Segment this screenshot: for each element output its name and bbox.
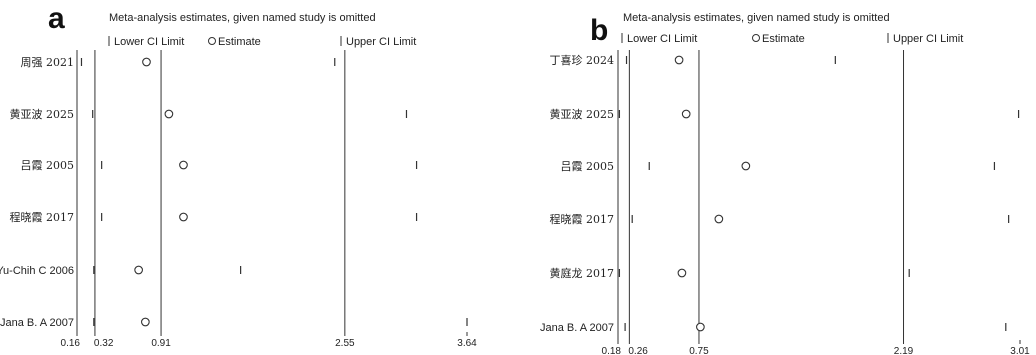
panel-letter: a <box>48 2 65 35</box>
study-row: Jana B. A 2007 <box>0 317 468 329</box>
estimate-marker <box>714 214 724 224</box>
x-tick-label: 3.01 <box>1010 346 1030 355</box>
legend-estimate-marker <box>208 37 216 45</box>
study-row: 吕霞 2005 <box>21 159 418 172</box>
study-label: 黄庭龙 2017 <box>550 266 615 280</box>
estimate-marker <box>179 160 188 170</box>
study-label: 黄亚波 2025 <box>10 107 75 121</box>
panel-b: b Meta-analysis estimates, given named st… <box>540 12 1030 355</box>
x-tick-label: 0.18 <box>602 346 622 355</box>
x-tick-label: 3.64 <box>457 338 477 349</box>
legend-estimate-label: Estimate <box>762 33 805 45</box>
estimate-marker <box>681 109 691 119</box>
chart-title: Meta-analysis estimates, given named stu… <box>109 12 376 24</box>
study-label: 周强 2021 <box>21 56 75 69</box>
legend-estimate-marker <box>752 34 760 42</box>
estimate-marker <box>741 161 751 171</box>
study-label: 程晓霞 2017 <box>550 213 615 226</box>
panel-a: a Meta-analysis estimates, given named st… <box>0 2 477 349</box>
estimate-marker <box>696 322 705 332</box>
study-label: 丁喜珍 2024 <box>550 54 615 67</box>
study-row: 周强 2021 <box>21 56 336 69</box>
study-row: 程晓霞 2017 <box>550 213 1010 226</box>
study-label: 吕霞 2005 <box>561 160 615 173</box>
study-label: Jana B. A 2007 <box>0 317 74 329</box>
study-row: 黄亚波 2025 <box>550 107 1020 121</box>
study-row: Yu-Chih C 2006 <box>0 265 242 277</box>
study-row: 黄亚波 2025 <box>10 107 408 121</box>
x-tick-label: 2.19 <box>894 346 914 355</box>
legend-lower-label: Lower CI Limit <box>114 36 184 48</box>
x-tick-label: 0.91 <box>151 338 171 349</box>
x-tick-label: 0.32 <box>94 338 114 349</box>
study-label: Jana B. A 2007 <box>540 322 614 334</box>
x-tick-label: 0.26 <box>628 346 648 355</box>
estimate-marker <box>134 265 143 275</box>
legend-estimate-label: Estimate <box>218 36 261 48</box>
study-label: 吕霞 2005 <box>21 159 75 172</box>
study-row: Jana B. A 2007 <box>540 322 1007 334</box>
study-row: 黄庭龙 2017 <box>550 266 910 280</box>
chart-title: Meta-analysis estimates, given named stu… <box>623 12 890 24</box>
estimate-marker <box>674 55 684 65</box>
legend-upper-label: Upper CI Limit <box>893 33 963 45</box>
estimate-marker <box>142 57 151 67</box>
legend-lower-label: Lower CI Limit <box>627 33 697 45</box>
estimate-marker <box>141 317 150 327</box>
x-tick-label: 0.16 <box>61 338 81 349</box>
estimate-marker <box>677 268 687 278</box>
study-row: 丁喜珍 2024 <box>550 54 836 67</box>
study-row: 吕霞 2005 <box>561 160 996 173</box>
study-label: Yu-Chih C 2006 <box>0 265 74 277</box>
x-tick-label: 2.55 <box>335 338 355 349</box>
panel-letter: b <box>590 14 608 47</box>
legend-upper-label: Upper CI Limit <box>346 36 416 48</box>
study-label: 黄亚波 2025 <box>550 107 615 121</box>
estimate-marker <box>179 212 188 222</box>
study-label: 程晓霞 2017 <box>10 211 75 224</box>
study-row: 程晓霞 2017 <box>10 211 418 224</box>
x-tick-label: 0.75 <box>689 346 709 355</box>
estimate-marker <box>164 109 174 119</box>
